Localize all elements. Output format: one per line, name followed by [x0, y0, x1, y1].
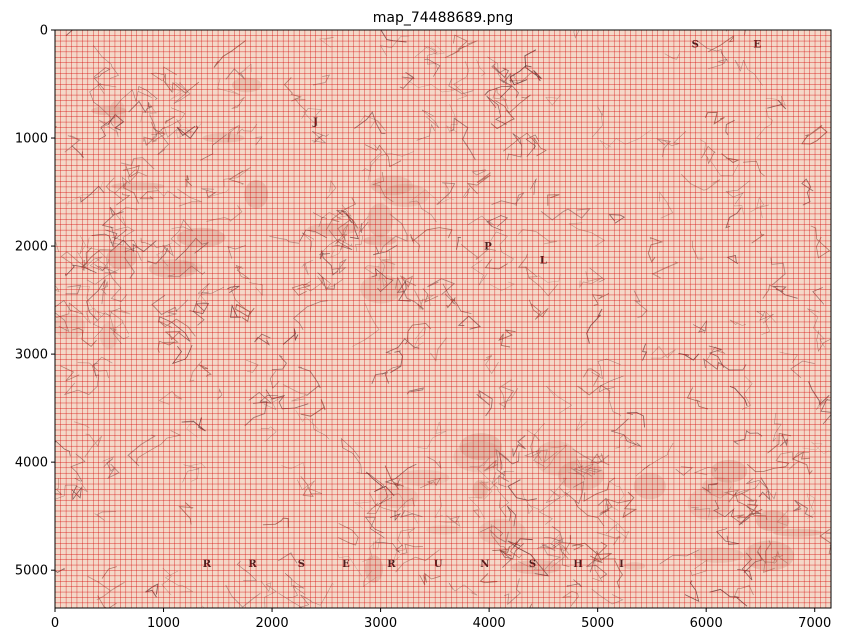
terrain-line	[836, 474, 841, 486]
y-tick-label: 5000	[15, 564, 48, 579]
x-tick-label: 6000	[690, 616, 723, 631]
x-tick-label: 7000	[798, 616, 831, 631]
x-axis: 0 1000 2000 3000 4000 5000 6000 7000	[51, 608, 831, 631]
x-tick-label: 5000	[581, 616, 614, 631]
x-tick-label: 0	[51, 616, 59, 631]
grid-overlay	[55, 30, 831, 608]
map-image: RRSERUNSHIJPLES	[55, 30, 841, 608]
x-tick-label: 1000	[147, 616, 180, 631]
plot-frame	[54, 29, 832, 609]
y-tick-label: 4000	[15, 456, 48, 471]
y-tick-label: 0	[40, 24, 48, 39]
y-tick-label: 1000	[15, 132, 48, 147]
y-axis: 0 1000 2000 3000 4000 5000	[15, 24, 55, 579]
y-tick-label: 3000	[15, 348, 48, 363]
y-tick-label: 2000	[15, 240, 48, 255]
chart-title: map_74488689.png	[373, 10, 513, 26]
x-tick-label: 3000	[364, 616, 397, 631]
x-tick-label: 4000	[473, 616, 506, 631]
x-tick-label: 2000	[256, 616, 289, 631]
